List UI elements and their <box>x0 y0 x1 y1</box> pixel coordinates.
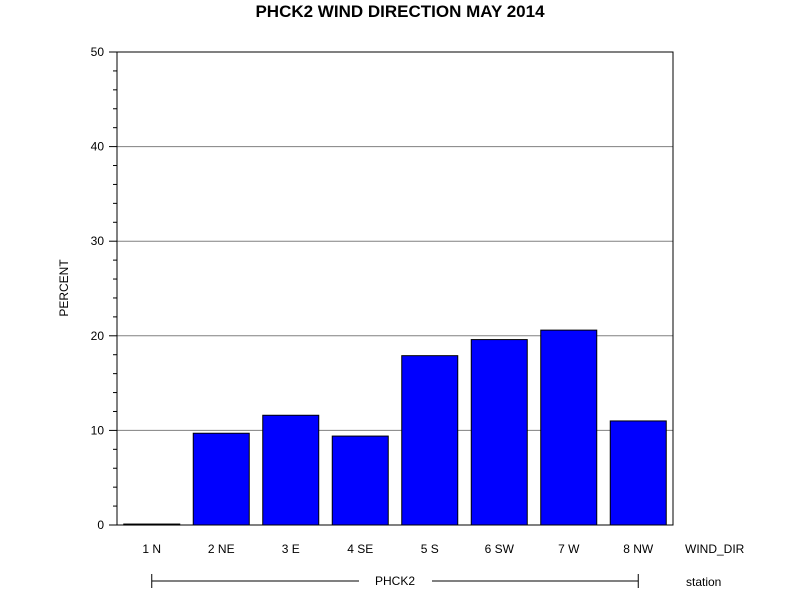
x-tick-label: 6 SW <box>485 542 515 556</box>
x-tick-label: 1 N <box>142 542 161 556</box>
bar-3 <box>262 414 320 526</box>
y-tick-label: 20 <box>91 329 105 343</box>
bar-4 <box>331 435 389 526</box>
chart-title: PHCK2 WIND DIRECTION MAY 2014 <box>255 2 545 21</box>
x-tick-label: 5 S <box>421 542 439 556</box>
group-label: PHCK2 <box>375 574 415 588</box>
plot-frame <box>116 51 674 526</box>
x-tick-label: 7 W <box>558 542 580 556</box>
x-tick-label: 4 SE <box>347 542 373 556</box>
y-tick-label: 50 <box>91 45 105 59</box>
bars-layer <box>123 329 667 526</box>
x-tick-label: 3 E <box>282 542 300 556</box>
axis-layer: 0 10 20 30 40 50 1 N 2 NE 3 E 4 SE 5 S 6 SW 7 W 8 NW <box>91 45 674 588</box>
group-axis-label: station <box>686 575 721 589</box>
bar-8 <box>609 420 667 526</box>
y-tick-label: 10 <box>91 423 105 437</box>
bar-5 <box>401 355 459 526</box>
y-tick-label: 30 <box>91 234 105 248</box>
bar-6 <box>470 339 528 526</box>
x-tick-label: 2 NE <box>208 542 235 556</box>
bar-2 <box>192 432 250 526</box>
bar-7 <box>540 329 598 526</box>
y-tick-label: 40 <box>91 140 105 154</box>
y-tick-label: 0 <box>97 518 104 532</box>
y-axis-label: PERCENT <box>57 259 71 317</box>
x-axis-label: WIND_DIR <box>685 542 745 556</box>
x-tick-label: 8 NW <box>623 542 654 556</box>
